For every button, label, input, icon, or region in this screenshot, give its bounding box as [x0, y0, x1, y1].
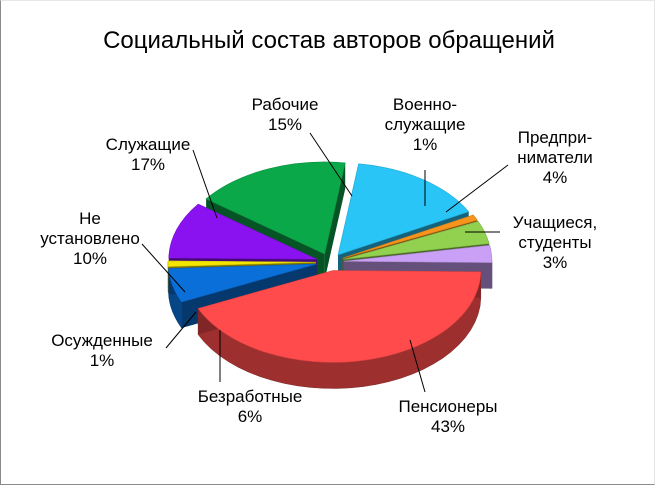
slice-label: Пенсионеры 43%	[398, 397, 497, 436]
chart-title: Социальный состав авторов обращений	[103, 27, 555, 54]
slice-label-line: Безработные	[198, 387, 303, 406]
slice-label: Не установлено 10%	[40, 209, 140, 268]
slice-label-line: Военно-	[393, 95, 457, 114]
slice-percent: 10%	[73, 249, 107, 268]
slice-label-line: Осужденные	[51, 331, 153, 350]
leader-line	[165, 311, 197, 349]
slice-percent: 17%	[131, 155, 165, 174]
slice-label-line: Пенсионеры	[398, 397, 497, 416]
slice-label-line: Предпри-	[518, 128, 593, 147]
slice-label-line: служащие	[385, 115, 466, 134]
slice-label-line: Учащиеся,	[513, 213, 597, 232]
slice-label: Учащиеся, студенты 3%	[513, 213, 597, 272]
slice-percent: 6%	[238, 407, 263, 426]
slice-label: Рабочие 15%	[252, 95, 319, 134]
slice-percent: 4%	[543, 168, 568, 187]
leader-line	[409, 339, 426, 393]
slice-label: Безработные 6%	[198, 387, 303, 426]
slice-label-line: Служащие	[106, 135, 191, 154]
slice-label-line: ниматели	[517, 148, 593, 167]
slice-label-line: студенты	[518, 233, 591, 252]
slice-percent: 1%	[90, 351, 115, 370]
leader-line	[192, 149, 218, 219]
slice-label: Военно-служащие 1%	[385, 95, 466, 154]
slice-label: Предпри-ниматели 4%	[517, 128, 593, 187]
slice-percent: 43%	[431, 417, 465, 436]
leader-line	[445, 164, 509, 213]
leader-line	[309, 132, 353, 197]
slice-percent: 15%	[268, 115, 302, 134]
slice-label-line: Рабочие	[252, 95, 319, 114]
slice-percent: 3%	[543, 253, 568, 272]
slice-label-line: установлено	[40, 229, 140, 248]
slice-percent: 1%	[413, 135, 438, 154]
pie-slice	[197, 270, 482, 389]
slice-label-line: Не	[79, 209, 101, 228]
slice-label: Служащие 17%	[106, 135, 191, 174]
slice-label: Осужденные 1%	[51, 331, 153, 370]
leader-line	[141, 243, 186, 293]
